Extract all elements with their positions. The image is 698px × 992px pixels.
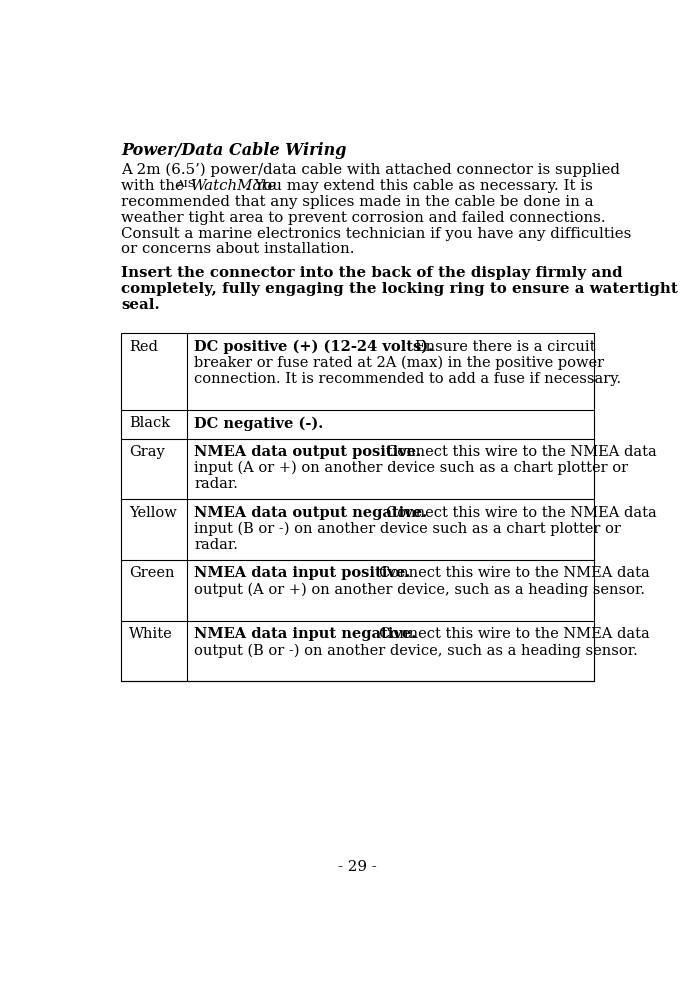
Text: . You may extend this cable as necessary. It is: . You may extend this cable as necessary… xyxy=(245,179,593,192)
Text: NMEA data input negative.: NMEA data input negative. xyxy=(194,627,422,641)
Text: Connect this wire to the NMEA data: Connect this wire to the NMEA data xyxy=(379,627,650,641)
Text: completely, fully engaging the locking ring to ensure a watertight: completely, fully engaging the locking r… xyxy=(121,283,678,297)
Text: weather tight area to prevent corrosion and failed connections.: weather tight area to prevent corrosion … xyxy=(121,210,606,224)
Text: recommended that any splices made in the cable be done in a: recommended that any splices made in the… xyxy=(121,194,594,208)
Text: output (B or -) on another device, such as a heading sensor.: output (B or -) on another device, such … xyxy=(194,643,638,658)
Text: Connect this wire to the NMEA data: Connect this wire to the NMEA data xyxy=(379,566,650,580)
Text: Connect this wire to the NMEA data: Connect this wire to the NMEA data xyxy=(387,445,657,459)
Text: Power/Data Cable Wiring: Power/Data Cable Wiring xyxy=(121,142,347,159)
Text: Connect this wire to the NMEA data: Connect this wire to the NMEA data xyxy=(387,506,657,520)
Text: or concerns about installation.: or concerns about installation. xyxy=(121,242,355,257)
Text: DC negative (-).: DC negative (-). xyxy=(194,417,323,431)
Text: AIS: AIS xyxy=(176,180,195,188)
Text: connection. It is recommended to add a fuse if necessary.: connection. It is recommended to add a f… xyxy=(194,372,621,386)
Text: output (A or +) on another device, such as a heading sensor.: output (A or +) on another device, such … xyxy=(194,582,645,597)
Text: - 29 -: - 29 - xyxy=(339,860,377,875)
Text: NMEA data output positive.: NMEA data output positive. xyxy=(194,445,426,459)
Text: White: White xyxy=(129,627,172,641)
Text: Black: Black xyxy=(129,417,170,431)
Text: NMEA data input positive.: NMEA data input positive. xyxy=(194,566,415,580)
Text: with the: with the xyxy=(121,179,189,192)
Text: input (A or +) on another device such as a chart plotter or: input (A or +) on another device such as… xyxy=(194,461,628,475)
Text: WatchMate: WatchMate xyxy=(191,179,277,192)
Text: Gray: Gray xyxy=(129,445,165,459)
Text: Yellow: Yellow xyxy=(129,506,177,520)
Text: NMEA data output negative.: NMEA data output negative. xyxy=(194,506,432,520)
Text: A 2m (6.5’) power/data cable with attached connector is supplied: A 2m (6.5’) power/data cable with attach… xyxy=(121,163,621,178)
Text: Red: Red xyxy=(129,340,158,354)
Text: Insert the connector into the back of the display firmly and: Insert the connector into the back of th… xyxy=(121,267,623,281)
Text: Ensure there is a circuit: Ensure there is a circuit xyxy=(415,340,595,354)
Text: Green: Green xyxy=(129,566,174,580)
Text: breaker or fuse rated at 2A (max) in the positive power: breaker or fuse rated at 2A (max) in the… xyxy=(194,356,604,370)
Text: seal.: seal. xyxy=(121,299,160,312)
Text: radar.: radar. xyxy=(194,538,238,552)
Text: radar.: radar. xyxy=(194,477,238,491)
Text: DC positive (+) (12-24 volts).: DC positive (+) (12-24 volts). xyxy=(194,340,438,354)
Text: Consult a marine electronics technician if you have any difficulties: Consult a marine electronics technician … xyxy=(121,226,632,240)
Text: input (B or -) on another device such as a chart plotter or: input (B or -) on another device such as… xyxy=(194,522,621,536)
Bar xyxy=(121,333,594,682)
